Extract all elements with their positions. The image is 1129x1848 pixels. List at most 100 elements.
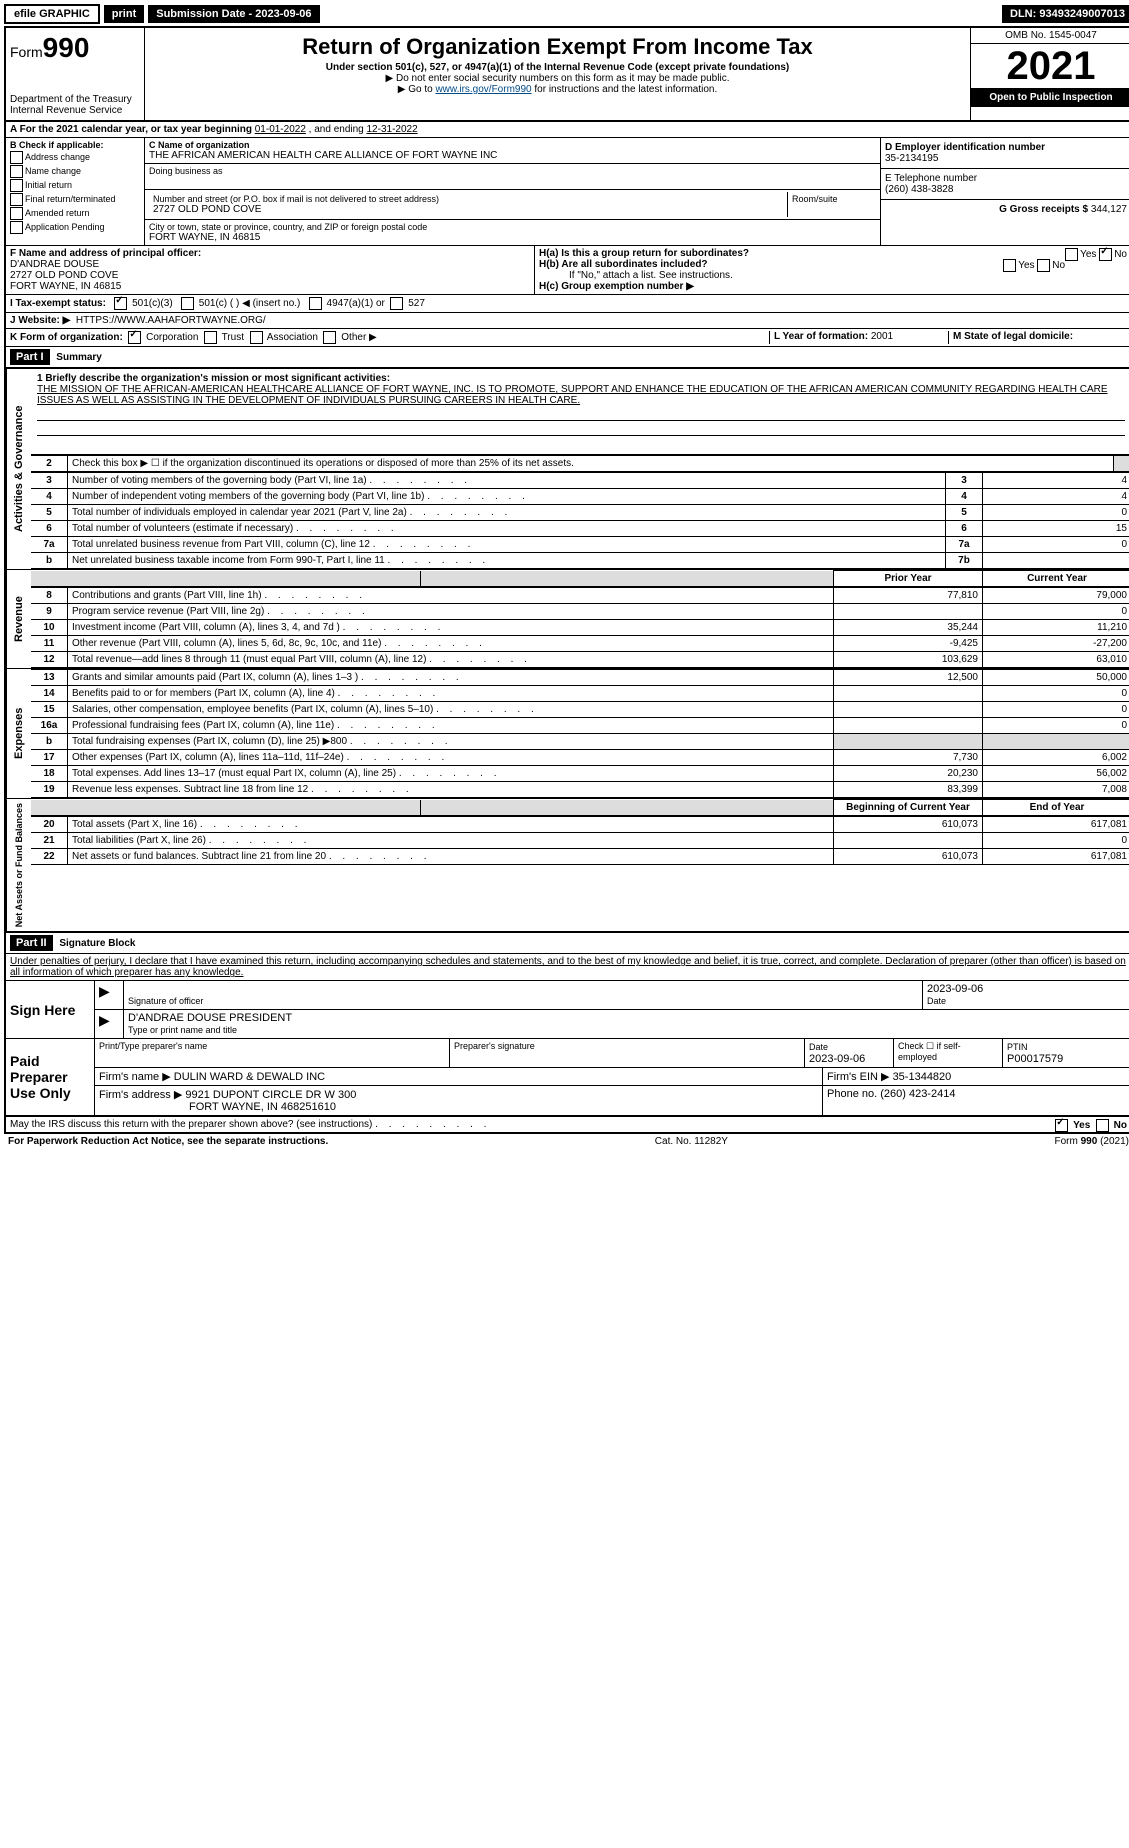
chk-4947[interactable] <box>309 297 322 310</box>
row-a-mid: , and ending <box>309 124 367 135</box>
discuss-yes[interactable] <box>1055 1119 1068 1132</box>
ein: 35-2134195 <box>885 153 938 164</box>
part2-tag: Part II <box>10 935 53 951</box>
firm-ein-label: Firm's EIN ▶ <box>827 1071 890 1083</box>
table-row: 21Total liabilities (Part X, line 26) . … <box>31 833 1129 849</box>
page-footer: For Paperwork Reduction Act Notice, see … <box>4 1134 1129 1149</box>
d-label: D Employer identification number <box>885 142 1045 153</box>
table-row: 16aProfessional fundraising fees (Part I… <box>31 718 1129 734</box>
prep-sig-label: Preparer's signature <box>450 1039 805 1067</box>
section-b-through-g: B Check if applicable: Address change Na… <box>6 138 1129 246</box>
i-label: I Tax-exempt status: <box>10 298 106 309</box>
f-label: F Name and address of principal officer: <box>10 248 201 259</box>
table-row: 7aTotal unrelated business revenue from … <box>31 537 1129 553</box>
irs-label: Internal Revenue Service <box>10 105 140 116</box>
officer-printed: D'ANDRAE DOUSE PRESIDENT <box>128 1012 292 1024</box>
expenses-section: Expenses 13Grants and similar amounts pa… <box>6 669 1129 799</box>
ha-no[interactable] <box>1099 248 1112 261</box>
sign-here-label: Sign Here <box>6 981 95 1038</box>
paid-preparer-row: Paid Preparer Use Only Print/Type prepar… <box>6 1039 1129 1117</box>
chk-527[interactable] <box>390 297 403 310</box>
officer-addr: 2727 OLD POND COVE <box>10 270 118 281</box>
ha-yes[interactable] <box>1065 248 1078 261</box>
chk-pending: Application Pending <box>10 221 140 234</box>
vert-activities: Activities & Governance <box>6 369 31 569</box>
table-row: bTotal fundraising expenses (Part IX, co… <box>31 734 1129 750</box>
paid-preparer-label: Paid Preparer Use Only <box>6 1039 95 1115</box>
table-row: 4Number of independent voting members of… <box>31 489 1129 505</box>
irs-link[interactable]: www.irs.gov/Form990 <box>435 84 531 95</box>
row-i: I Tax-exempt status: 501(c)(3) 501(c) ( … <box>6 295 1129 313</box>
print-button[interactable]: print <box>104 5 144 23</box>
revenue-table: Prior YearCurrent Year <box>31 570 1129 587</box>
footer-right: Form 990 (2021) <box>1055 1136 1129 1147</box>
hb-no[interactable] <box>1037 259 1050 272</box>
officer-name: D'ANDRAE DOUSE <box>10 259 99 270</box>
form-subtitle: Under section 501(c), 527, or 4947(a)(1)… <box>149 62 966 73</box>
chk-corp[interactable] <box>128 331 141 344</box>
table-row: 10Investment income (Part VIII, column (… <box>31 620 1129 636</box>
tax-year: 2021 <box>971 44 1129 88</box>
table-row: 22Net assets or fund balances. Subtract … <box>31 849 1129 865</box>
c-label: C Name of organization <box>149 140 250 150</box>
table-row: 8Contributions and grants (Part VIII, li… <box>31 588 1129 604</box>
chk-other[interactable] <box>323 331 336 344</box>
open-public-badge: Open to Public Inspection <box>971 88 1129 107</box>
vert-expenses: Expenses <box>6 669 31 798</box>
m-label: M State of legal domicile: <box>953 331 1073 342</box>
chk-name: Name change <box>10 165 140 178</box>
form-header: Form990 Department of the Treasury Inter… <box>6 28 1129 122</box>
chk-501c3[interactable] <box>114 297 127 310</box>
addr-label: Number and street (or P.O. box if mail i… <box>153 194 783 204</box>
footer-left: For Paperwork Reduction Act Notice, see … <box>8 1136 328 1147</box>
ha-label: H(a) Is this a group return for subordin… <box>539 248 749 259</box>
b-heading: B Check if applicable: <box>10 140 104 150</box>
firm-addr: 9921 DUPONT CIRCLE DR W 300 <box>185 1089 356 1101</box>
row-a-label: A For the 2021 calendar year, or tax yea… <box>10 124 255 135</box>
dept-treasury: Department of the Treasury <box>10 94 140 105</box>
street-address: 2727 OLD POND COVE <box>153 204 783 215</box>
self-employed: Check ☐ if self-employed <box>894 1039 1003 1067</box>
firm-name-label: Firm's name ▶ <box>99 1071 171 1083</box>
goto-prefix: ▶ Go to <box>398 84 436 95</box>
dln-label: DLN: 93493249007013 <box>1002 5 1129 23</box>
sign-here-row: Sign Here ▶ Signature of officer 2023-09… <box>6 981 1129 1039</box>
ssn-note: ▶ Do not enter social security numbers o… <box>149 73 966 84</box>
arrow-icon: ▶ <box>95 981 124 1009</box>
table-row: 5Total number of individuals employed in… <box>31 505 1129 521</box>
section-f-h: F Name and address of principal officer:… <box>6 246 1129 295</box>
vert-netassets: Net Assets or Fund Balances <box>6 799 31 931</box>
part1-header: Part I Summary <box>6 347 1129 369</box>
efile-label: efile GRAPHIC <box>4 4 100 24</box>
firm-city: FORT WAYNE, IN 468251610 <box>99 1101 336 1113</box>
j-label: J Website: ▶ <box>10 315 70 326</box>
chk-501c[interactable] <box>181 297 194 310</box>
mission-text: THE MISSION OF THE AFRICAN-AMERICAN HEAL… <box>37 384 1108 406</box>
city-label: City or town, state or province, country… <box>149 222 876 232</box>
table-row: 11Other revenue (Part VIII, column (A), … <box>31 636 1129 652</box>
prep-date: 2023-09-06 <box>809 1053 865 1065</box>
form-prefix: Form <box>10 44 43 60</box>
table-row: 19Revenue less expenses. Subtract line 1… <box>31 782 1129 798</box>
table-row: 6Total number of volunteers (estimate if… <box>31 521 1129 537</box>
vert-revenue: Revenue <box>6 570 31 668</box>
row-j: J Website: ▶ HTTPS://WWW.AAHAFORTWAYNE.O… <box>6 313 1129 329</box>
chk-trust[interactable] <box>204 331 217 344</box>
room-label: Room/suite <box>788 192 876 217</box>
part1-title: Summary <box>56 352 102 363</box>
may-discuss: May the IRS discuss this return with the… <box>10 1119 372 1130</box>
discuss-no[interactable] <box>1096 1119 1109 1132</box>
revenue-section: Revenue Prior YearCurrent Year 8Contribu… <box>6 570 1129 669</box>
footer-mid: Cat. No. 11282Y <box>655 1136 728 1147</box>
table-row: bNet unrelated business taxable income f… <box>31 553 1129 569</box>
officer-city: FORT WAYNE, IN 46815 <box>10 281 121 292</box>
form-title: Return of Organization Exempt From Incom… <box>149 34 966 60</box>
hb-yes[interactable] <box>1003 259 1016 272</box>
table-row: 9Program service revenue (Part VIII, lin… <box>31 604 1129 620</box>
hdr-beg: Beginning of Current Year <box>834 800 983 816</box>
chk-assoc[interactable] <box>250 331 263 344</box>
chk-amended: Amended return <box>10 207 140 220</box>
firm-name: DULIN WARD & DEWALD INC <box>174 1071 325 1083</box>
chk-final: Final return/terminated <box>10 193 140 206</box>
firm-ein: 35-1344820 <box>893 1071 952 1083</box>
